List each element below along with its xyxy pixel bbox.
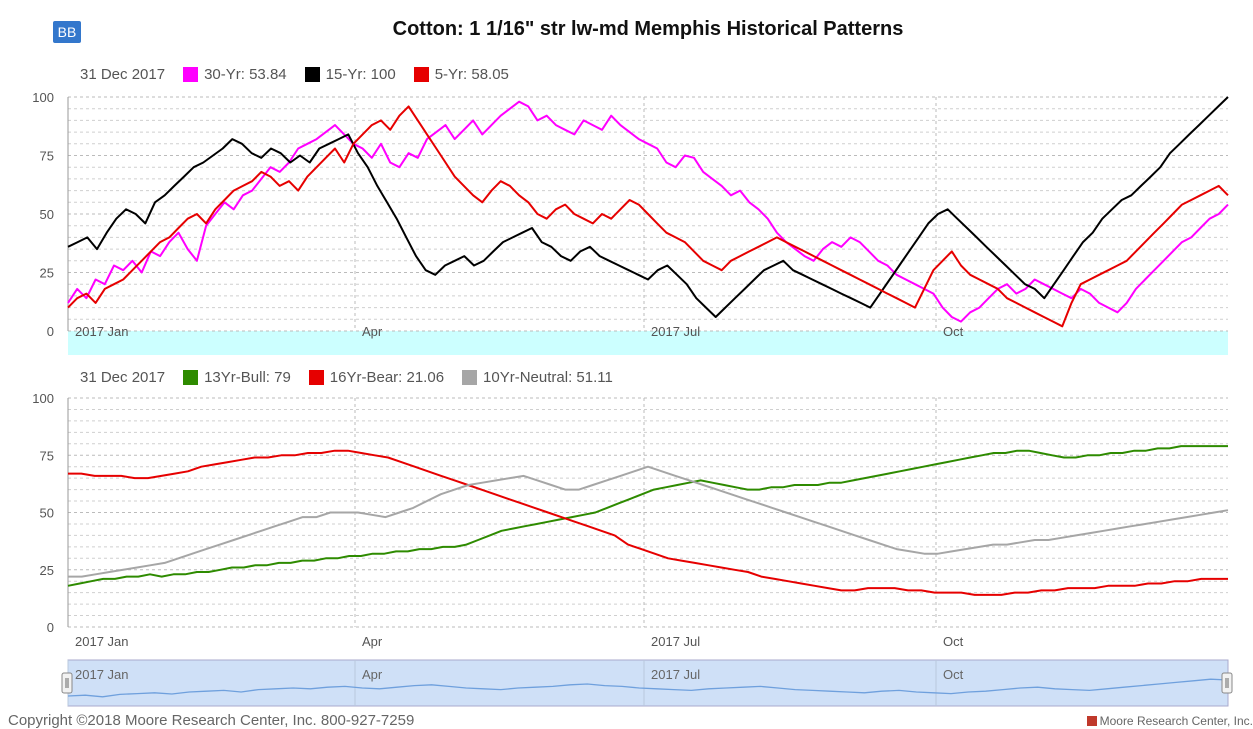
y-tick-label: 75 [40, 448, 54, 463]
x-tick-label: Oct [943, 634, 964, 649]
y-tick-label: 50 [40, 506, 54, 521]
y-tick-label: 0 [47, 620, 54, 635]
legend-label-neutral[interactable]: 10Yr-Neutral: 51.11 [483, 369, 613, 386]
y-tick-label: 100 [32, 391, 54, 406]
x-tick-label: 2017 Jul [651, 324, 700, 339]
legend-label-5yr[interactable]: 5-Yr: 58.05 [434, 66, 509, 83]
chart-title: Cotton: 1 1/16" str lw-md Memphis Histor… [392, 18, 904, 40]
legend-swatch-bear[interactable] [308, 370, 324, 385]
legend-swatch-bull[interactable] [183, 370, 199, 385]
y-tick-label: 50 [40, 207, 54, 222]
series-line-0-2 [67, 105, 1229, 328]
navigator-tick-label: Oct [943, 667, 964, 682]
legend-swatch-5yr[interactable] [413, 67, 429, 82]
series-line-1-2 [68, 465, 1229, 578]
navigator-tick-label: 2017 Jan [75, 667, 129, 682]
legend-top: 31 Dec 2017 30-Yr: 53.84 15-Yr: 100 5-Yr… [80, 66, 527, 83]
y-tick-label: 100 [32, 90, 54, 105]
y-tick-label: 0 [47, 324, 54, 339]
x-tick-label: 2017 Jan [75, 324, 129, 339]
navigator-tick-label: 2017 Jul [651, 667, 700, 682]
zero-band [68, 331, 1228, 355]
series-line-0-0 [67, 100, 1229, 323]
navigator-selection [67, 659, 1229, 707]
legend-swatch-15yr[interactable] [304, 67, 320, 82]
legend-label-bear[interactable]: 16Yr-Bear: 21.06 [329, 369, 445, 386]
bb-button[interactable]: BB [53, 21, 81, 43]
legend-date: 31 Dec 2017 [80, 369, 166, 386]
series-line-0-1 [67, 96, 1229, 318]
x-tick-label: Apr [362, 634, 383, 649]
brand-text: Moore Research Center, Inc. [1099, 714, 1253, 728]
legend-label-15yr[interactable]: 15-Yr: 100 [325, 66, 396, 83]
brand-logo-icon [1086, 716, 1097, 726]
legend-date: 31 Dec 2017 [80, 66, 166, 83]
legend-swatch-30yr[interactable] [183, 67, 199, 82]
x-tick-label: 2017 Jul [651, 634, 700, 649]
copyright-text: Copyright ©2018 Moore Research Center, I… [8, 712, 415, 729]
series-line-1-1 [68, 449, 1228, 596]
x-tick-label: Apr [362, 324, 383, 339]
navigator-handle-left[interactable] [61, 672, 73, 694]
y-tick-label: 75 [40, 149, 54, 164]
x-tick-label: Oct [943, 324, 964, 339]
legend-label-30yr[interactable]: 30-Yr: 53.84 [204, 66, 287, 83]
legend-label-bull[interactable]: 13Yr-Bull: 79 [204, 369, 291, 386]
navigator-series [67, 678, 1229, 698]
y-tick-label: 25 [40, 563, 54, 578]
navigator-handle-right[interactable] [1221, 672, 1233, 694]
y-tick-label: 25 [40, 266, 54, 281]
navigator-tick-label: Apr [362, 667, 383, 682]
brand-footer: Moore Research Center, Inc. [1086, 714, 1253, 728]
legend-bottom: 31 Dec 2017 13Yr-Bull: 79 16Yr-Bear: 21.… [80, 369, 631, 386]
legend-swatch-neutral[interactable] [462, 370, 478, 385]
series-line-1-0 [67, 445, 1228, 587]
x-tick-label: 2017 Jan [75, 634, 129, 649]
